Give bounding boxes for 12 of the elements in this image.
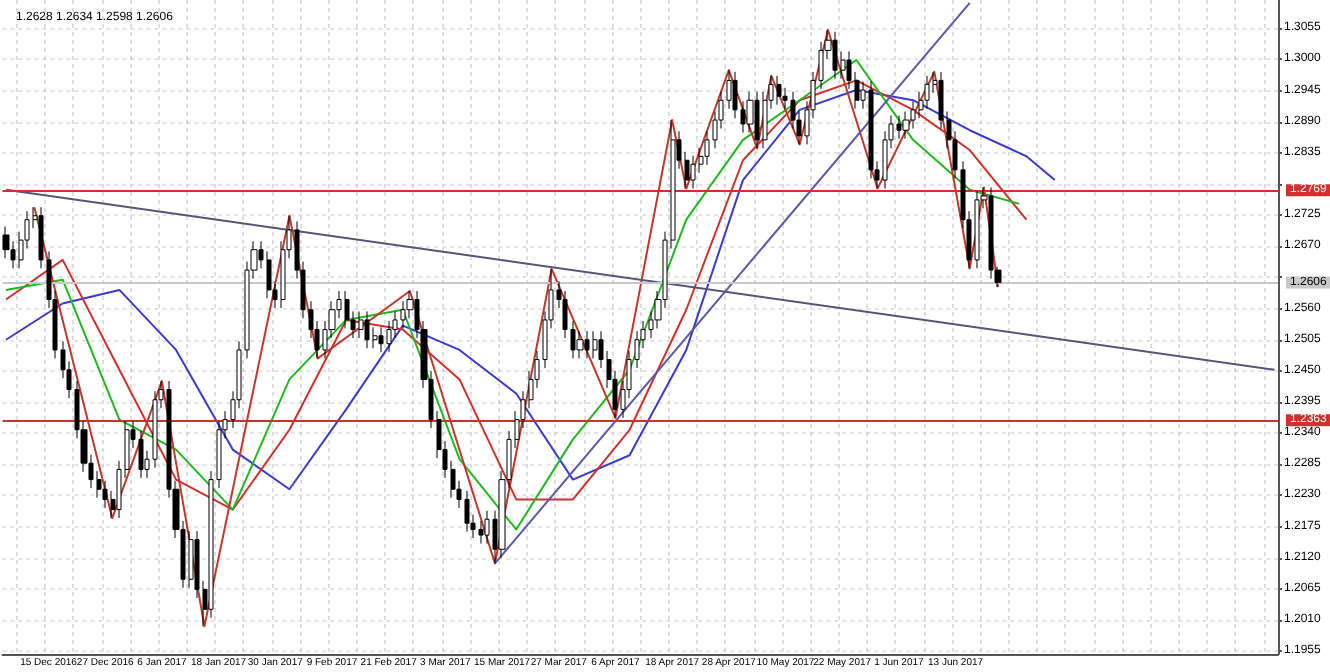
candlestick bbox=[378, 326, 384, 353]
candlestick bbox=[584, 330, 590, 359]
line-series bbox=[33, 29, 1000, 628]
candlestick bbox=[690, 155, 696, 190]
candlestick bbox=[776, 75, 782, 106]
candlestick bbox=[832, 31, 838, 80]
candlestick bbox=[974, 190, 980, 269]
candlestick bbox=[988, 186, 994, 280]
candlestick bbox=[754, 91, 760, 149]
candlestick bbox=[896, 115, 902, 140]
candlestick bbox=[924, 75, 930, 110]
candlestick bbox=[364, 310, 370, 349]
